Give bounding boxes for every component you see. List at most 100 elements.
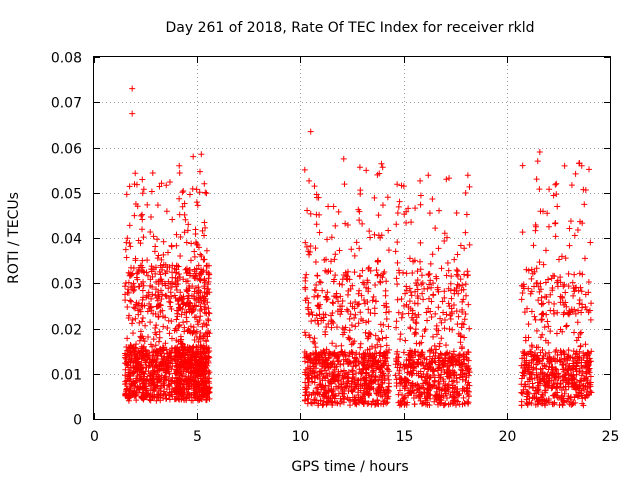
data-point	[422, 326, 429, 333]
y-tick-label: 0.05	[51, 187, 82, 203]
data-point	[191, 253, 198, 260]
data-point	[137, 240, 144, 247]
data-point	[202, 397, 209, 404]
data-point	[173, 362, 180, 369]
data-point	[409, 269, 416, 276]
data-point	[534, 398, 541, 405]
data-point	[553, 330, 560, 337]
data-point	[393, 275, 400, 282]
data-point	[140, 345, 147, 352]
data-point	[351, 379, 358, 386]
data-point	[547, 291, 554, 298]
data-point	[311, 335, 318, 342]
data-point	[558, 349, 565, 356]
data-point	[304, 207, 311, 214]
data-point	[405, 357, 412, 364]
data-point	[126, 272, 133, 279]
data-point	[311, 183, 318, 190]
data-point	[150, 233, 157, 240]
data-point	[202, 295, 209, 302]
data-point	[528, 288, 535, 295]
data-point	[453, 375, 460, 382]
data-point	[142, 392, 149, 399]
data-point	[372, 332, 379, 339]
data-point	[193, 351, 200, 358]
data-point	[371, 377, 378, 384]
data-point	[188, 240, 195, 247]
data-point	[186, 303, 193, 310]
data-point	[355, 301, 362, 308]
data-point	[176, 162, 183, 169]
data-point	[525, 321, 532, 328]
data-point	[542, 337, 549, 344]
data-point	[174, 298, 181, 305]
data-point	[461, 371, 468, 378]
data-point	[194, 380, 201, 387]
data-point	[364, 384, 371, 391]
data-point	[339, 276, 346, 283]
data-point	[333, 363, 340, 370]
data-point	[197, 353, 204, 360]
data-point	[412, 326, 419, 333]
data-point	[364, 298, 371, 305]
data-point	[181, 309, 188, 316]
data-point	[528, 400, 535, 407]
data-point	[426, 270, 433, 277]
data-point	[314, 302, 321, 309]
data-point	[329, 360, 336, 367]
data-point	[122, 388, 129, 395]
data-point	[466, 382, 473, 389]
data-point	[383, 342, 390, 349]
data-point	[351, 269, 358, 276]
data-point	[203, 310, 210, 317]
data-point	[197, 251, 204, 258]
data-point	[144, 257, 151, 264]
data-point	[385, 247, 392, 254]
data-point	[518, 282, 525, 289]
data-point	[330, 369, 337, 376]
data-point	[523, 362, 530, 369]
data-point	[540, 261, 547, 268]
data-point	[371, 194, 378, 201]
data-point	[194, 202, 201, 209]
data-point	[523, 400, 530, 407]
data-point	[129, 316, 136, 323]
data-point	[457, 332, 464, 339]
data-point	[427, 361, 434, 368]
data-point	[188, 397, 195, 404]
data-point	[138, 212, 145, 219]
data-point	[579, 395, 586, 402]
data-point	[376, 337, 383, 344]
data-point	[182, 358, 189, 365]
data-point	[151, 385, 158, 392]
data-point	[147, 397, 154, 404]
data-point	[180, 393, 187, 400]
data-point	[372, 357, 379, 364]
data-point	[183, 265, 190, 272]
data-point	[573, 382, 580, 389]
data-point	[420, 400, 427, 407]
data-point	[457, 276, 464, 283]
data-point	[162, 340, 169, 347]
data-point	[458, 324, 465, 331]
data-point	[163, 182, 170, 189]
data-point	[438, 265, 445, 272]
data-point	[150, 310, 157, 317]
data-point	[179, 189, 186, 196]
data-point	[150, 386, 157, 393]
data-point	[179, 203, 186, 210]
data-point	[412, 205, 419, 212]
data-point	[371, 231, 378, 238]
data-point	[181, 200, 188, 207]
data-point	[204, 299, 211, 306]
data-point	[535, 297, 542, 304]
data-point	[191, 275, 198, 282]
data-point	[189, 185, 196, 192]
data-point	[586, 369, 593, 376]
data-point	[433, 326, 440, 333]
data-point	[574, 319, 581, 326]
data-point	[408, 219, 415, 226]
data-point	[171, 265, 178, 272]
data-point	[533, 365, 540, 372]
data-point	[179, 372, 186, 379]
